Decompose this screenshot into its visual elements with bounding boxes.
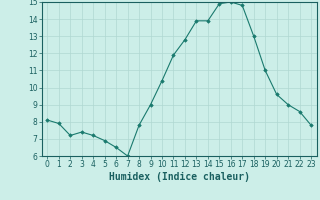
X-axis label: Humidex (Indice chaleur): Humidex (Indice chaleur) bbox=[109, 172, 250, 182]
